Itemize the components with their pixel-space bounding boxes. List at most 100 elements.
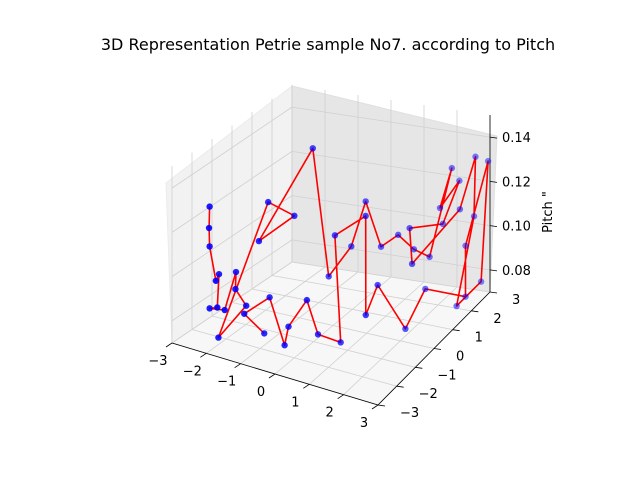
data-point [264,198,272,206]
data-point [221,306,228,314]
y-gridline-floor [251,288,453,331]
y-tick-label: 2 [493,312,501,327]
y-tick-label: 1 [475,331,483,346]
x-tick-mark [303,384,310,389]
data-point [325,273,332,280]
data-point [232,268,240,276]
x-tick-mark [200,353,207,358]
z-gridline-left [171,195,293,277]
data-point [291,212,298,220]
y-gridline-floor [271,275,472,312]
x-tick-label: −2 [183,364,202,379]
z-gridline-back [291,150,491,182]
data-point [453,302,460,310]
data-point [426,253,433,261]
z-tick-label: 0.08 [502,264,531,279]
x-tick-mark [371,404,379,410]
y-tick-mark [452,329,460,332]
x-tick-label: −1 [217,375,236,390]
z-tick-mark [489,269,498,272]
data-point [462,242,469,249]
data-point [456,177,463,184]
data-point [362,212,369,220]
data-point [243,302,250,309]
z-gridline-left [171,151,293,233]
data-point [314,331,322,338]
data-point [214,304,221,311]
data-point [281,342,288,349]
data-point [331,232,339,239]
x-axis-line [171,342,379,406]
z-tick-label: 0.14 [502,131,531,146]
z-tick-mark [489,225,498,228]
data-point [255,237,263,245]
y-tick-mark [396,385,404,388]
data-point [448,164,456,172]
data-point [261,330,268,337]
z-gridline-back [291,195,491,227]
axis-lines [165,115,498,410]
y-tick-mark [415,366,423,369]
data-point [377,243,385,250]
data-point [285,323,292,330]
y-axis-line [377,291,491,406]
data-point [215,334,222,341]
y-gridline-floor [191,329,397,387]
x-tick-mark [268,373,276,379]
data-point [348,243,355,250]
data-point [439,220,447,228]
z-tick-mark [489,136,498,139]
data-point [206,305,213,312]
data-point [408,260,416,268]
data-point [206,203,213,210]
y-tick-mark [471,310,479,313]
y-gridline-floor [291,261,491,293]
z-tick-mark [489,180,498,183]
y-tick-mark [377,404,386,407]
data-point [241,310,248,317]
data-point [422,285,429,293]
y-gridline-floor [211,315,416,368]
z-gridline-left [171,239,293,322]
z-gridline-left [171,106,293,189]
data-point [406,224,413,232]
data-series [205,145,492,349]
data-point [215,270,223,278]
z-tick-label: 0.10 [502,220,531,235]
data-point [337,339,344,346]
y-gridline-floor [231,302,435,349]
data-point [462,293,469,300]
x-tick-label: 0 [257,385,265,400]
data-point [394,231,402,239]
x-tick-label: 3 [360,416,368,431]
data-point [477,278,485,285]
y-tick-label: −3 [400,406,419,421]
data-point [362,198,369,205]
data-point [470,213,478,220]
data-point [303,296,311,304]
y-tick-mark [489,291,498,294]
data-point [212,277,220,284]
data-point [436,204,444,212]
z-axis-label: Pitch " [541,191,556,233]
data-point [374,281,381,289]
x-tick-mark [234,363,241,368]
data-point [484,157,492,165]
x-tick-mark [337,394,344,399]
z-gridline-back [291,106,491,138]
data-point [232,285,239,293]
y-tick-label: −1 [437,368,456,383]
data-point [206,243,213,250]
y-tick-mark [433,348,442,350]
x-tick-label: 1 [291,395,299,410]
data-point [472,153,479,160]
data-point [456,206,464,213]
series-line [208,147,489,347]
data-point [205,224,213,232]
data-point [362,311,369,319]
x-tick-label: 2 [326,406,334,421]
x-tick-mark [165,342,173,348]
chart-title: 3D Representation Petrie sample No7. acc… [101,35,555,54]
